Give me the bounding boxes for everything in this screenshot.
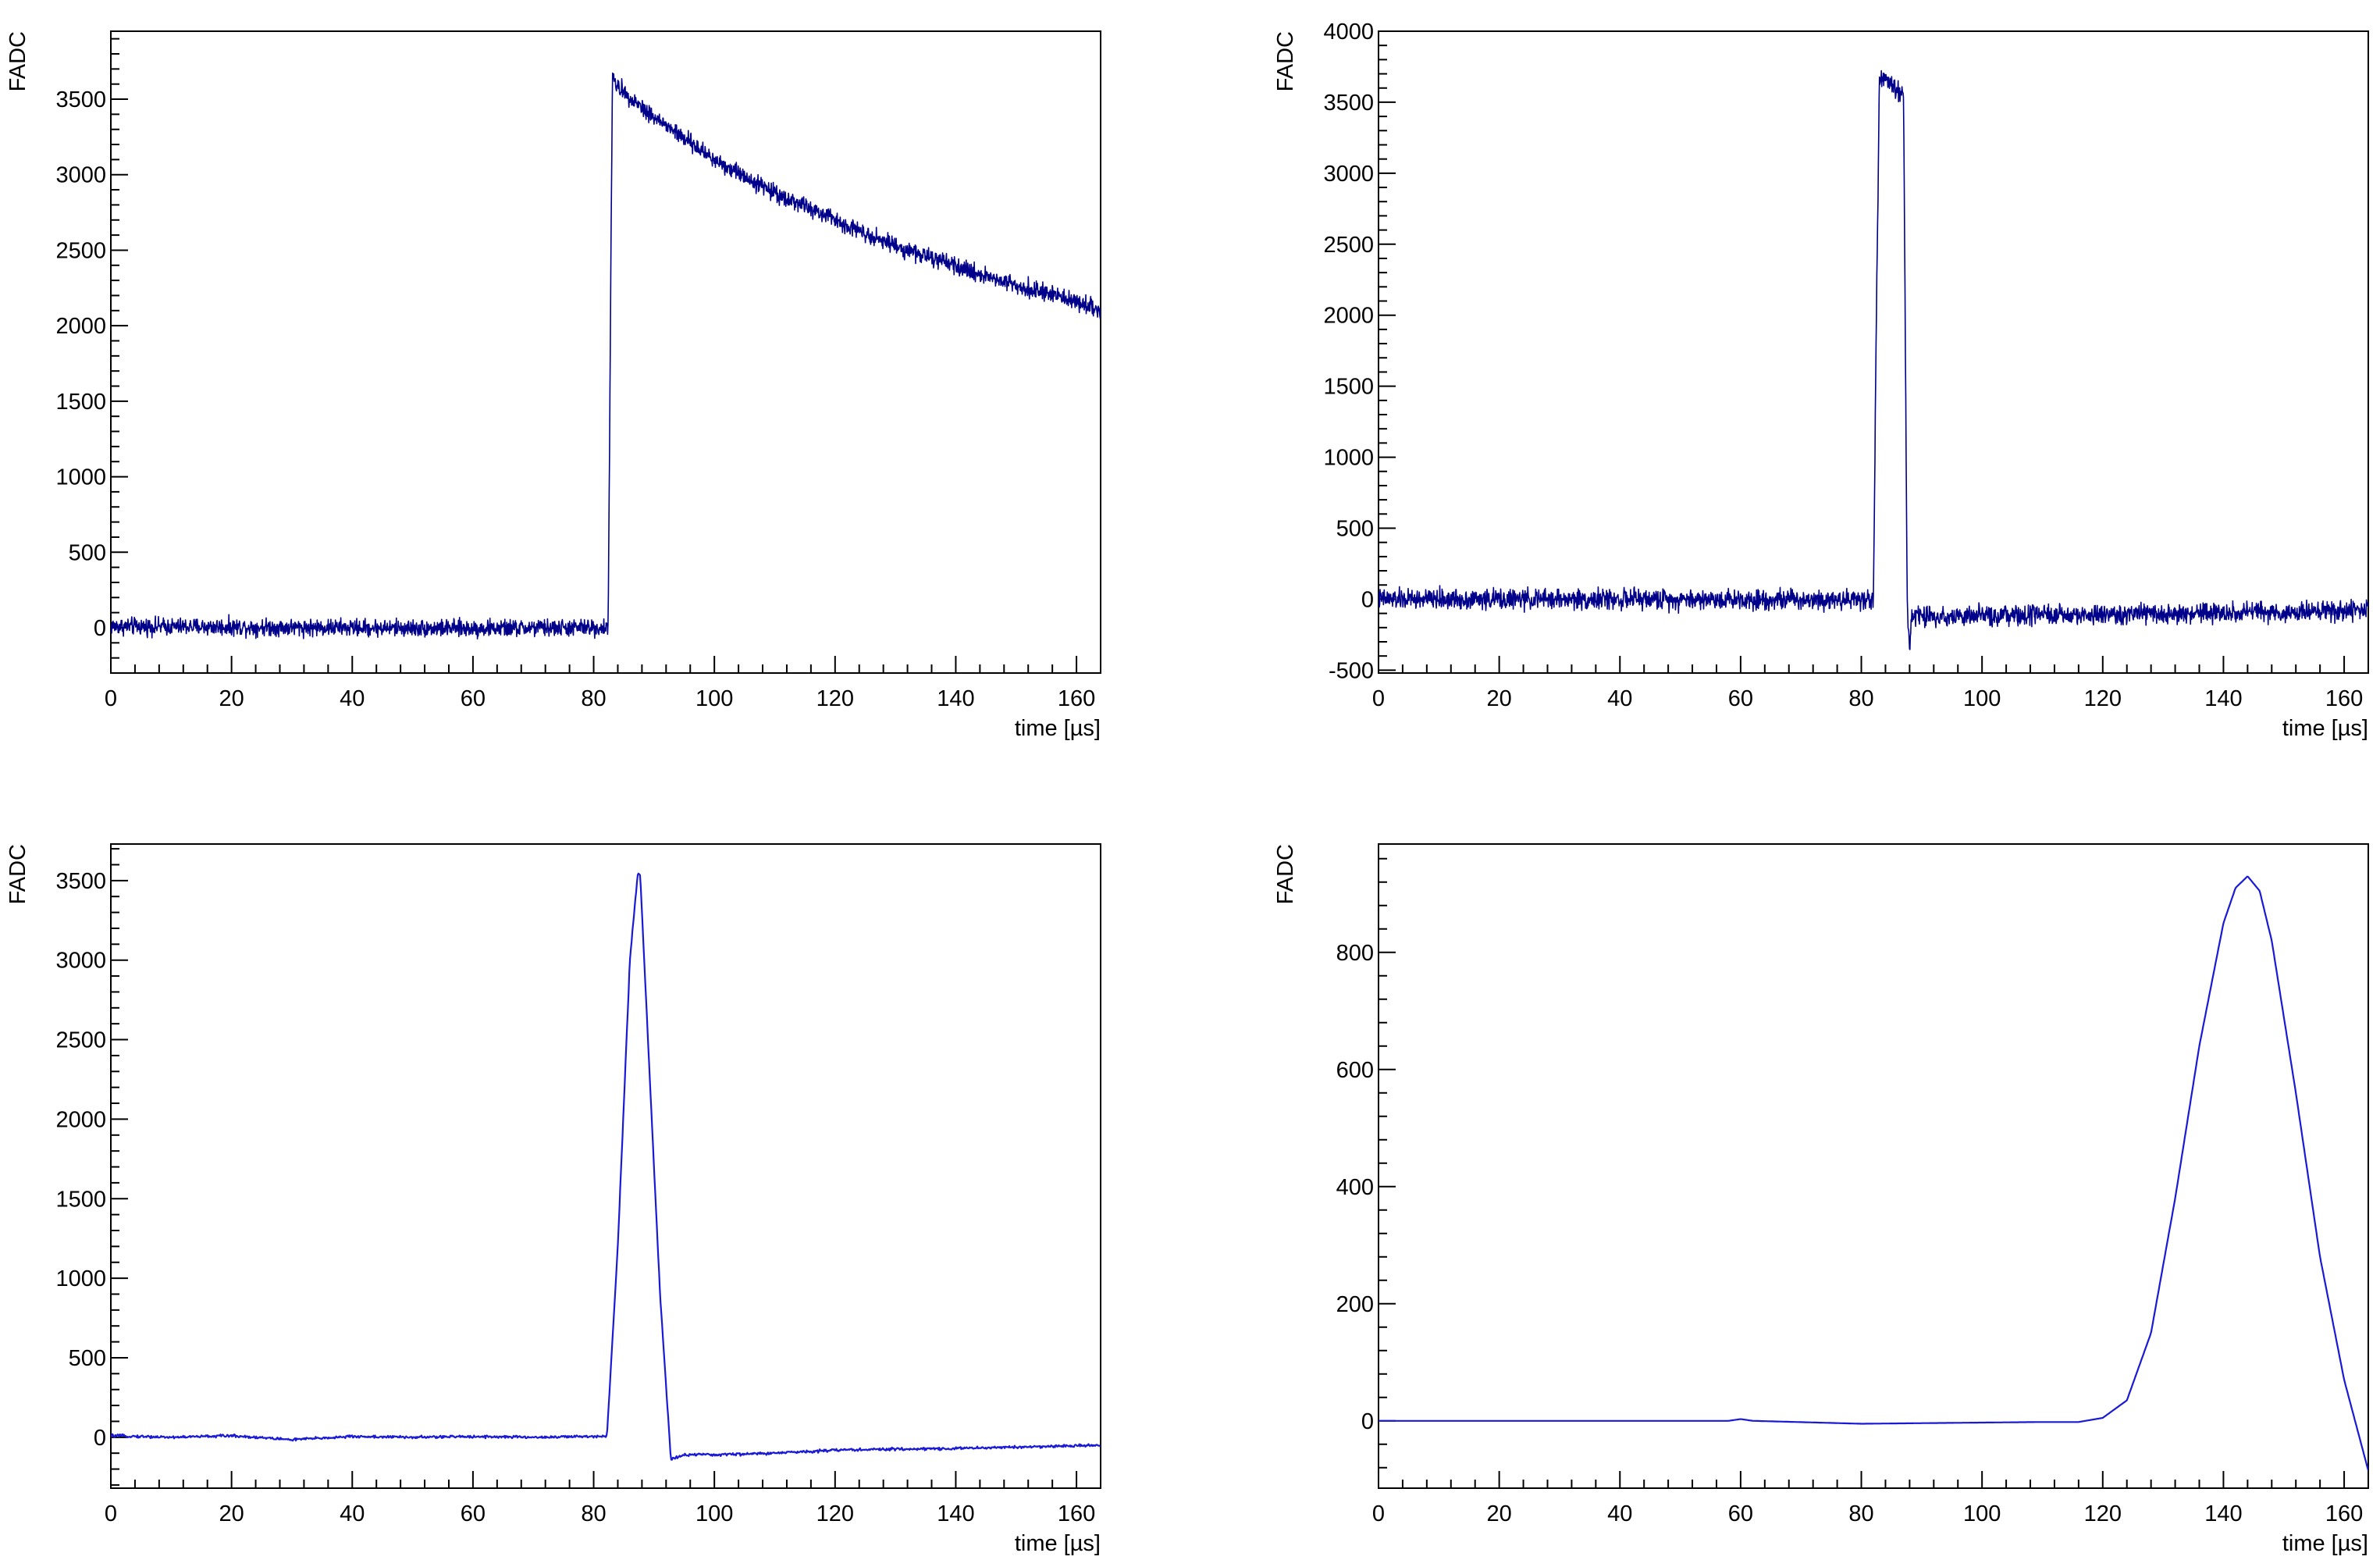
x-tick-label: 40 (1607, 1501, 1632, 1526)
series-line (1379, 69, 2368, 650)
chart-panel-top-left: 0 20 40 60 80 100 120 140 160 0 500 1000 1500 2000 250… (5, 30, 1101, 741)
x-tick-label: 80 (1848, 686, 1873, 711)
x-tick-label: 60 (1728, 1501, 1753, 1526)
x-tick-label: 80 (1848, 1501, 1873, 1526)
x-axis-title: time [µs] (2282, 716, 2368, 741)
y-tick-label: 3000 (55, 949, 106, 974)
x-axis-title: time [µs] (2282, 1531, 2368, 1556)
y-tick-label: 800 (1336, 941, 1374, 966)
plot-frame (110, 843, 1101, 1489)
y-tick-label: 1500 (55, 390, 106, 415)
y-tick-label: 2000 (55, 1107, 106, 1132)
x-axis-title: time [µs] (1015, 716, 1101, 741)
x-tick-label: 160 (2325, 686, 2363, 711)
y-tick-label: 0 (94, 1426, 106, 1451)
y-tick-label: 3500 (55, 87, 106, 112)
y-tick-label: 500 (69, 1346, 106, 1371)
x-tick-label: 0 (105, 686, 117, 711)
y-tick-label: 1000 (1323, 446, 1374, 471)
y-axis-title: FADC (1273, 31, 1298, 91)
y-axis-title: FADC (1273, 844, 1298, 904)
x-tick-label: 40 (340, 686, 365, 711)
chart-panel-top-right: 0 20 40 60 80 100 120 140 160 -500 0 500 1000 1500 200… (1273, 20, 2369, 741)
x-tick-label: 40 (1607, 686, 1632, 711)
x-tick-label: 140 (937, 686, 974, 711)
series-line (1379, 875, 2368, 1471)
y-tick-label: 500 (1336, 517, 1374, 542)
plot-frame (1378, 843, 2369, 1489)
y-tick-label: 1500 (55, 1187, 106, 1212)
chart-panel-bottom-right: 0 20 40 60 80 100 120 140 160 0 200 400 600 800 time [… (1273, 843, 2369, 1556)
y-tick-label: 4000 (1323, 20, 1374, 45)
y-tick-label: 1000 (55, 465, 106, 490)
x-tick-label: 0 (1372, 1501, 1385, 1526)
y-tick-label: 2000 (55, 314, 106, 339)
y-axis-title: FADC (5, 31, 30, 91)
x-tick-label: 120 (2084, 1501, 2122, 1526)
y-tick-label: 0 (1361, 587, 1374, 612)
series-line (111, 872, 1101, 1461)
y-tick-label: 2500 (1323, 233, 1374, 258)
y-tick-label: 400 (1336, 1175, 1374, 1200)
y-tick-label: 2500 (55, 1028, 106, 1053)
x-tick-label: 80 (581, 686, 606, 711)
x-tick-label: 60 (461, 686, 486, 711)
x-tick-label: 120 (816, 686, 854, 711)
y-tick-label: 2500 (55, 238, 106, 263)
x-tick-label: 100 (1963, 1501, 2001, 1526)
x-tick-label: 0 (105, 1501, 117, 1526)
x-tick-label: 20 (219, 1501, 244, 1526)
series-line (111, 72, 1101, 640)
y-tick-label: 1500 (1323, 375, 1374, 400)
x-tick-label: 100 (1963, 686, 2001, 711)
x-tick-label: 120 (2084, 686, 2122, 711)
x-tick-label: 0 (1372, 686, 1385, 711)
x-tick-label: 160 (1058, 1501, 1095, 1526)
y-tick-label: 500 (69, 540, 106, 565)
x-tick-label: 100 (696, 1501, 733, 1526)
x-tick-label: 60 (461, 1501, 486, 1526)
x-tick-label: 40 (340, 1501, 365, 1526)
plot-frame (1378, 30, 2369, 674)
y-tick-label: 1000 (55, 1266, 106, 1291)
x-tick-label: 20 (1487, 1501, 1512, 1526)
x-tick-label: 20 (219, 686, 244, 711)
x-tick-label: 140 (937, 1501, 974, 1526)
x-tick-label: 20 (1487, 686, 1512, 711)
y-tick-label: 0 (1361, 1409, 1374, 1434)
x-tick-label: 160 (1058, 686, 1095, 711)
y-tick-label: 3500 (55, 869, 106, 894)
x-tick-label: 160 (2325, 1501, 2363, 1526)
y-tick-label: 200 (1336, 1292, 1374, 1317)
plot-frame (110, 30, 1101, 674)
y-tick-label: -500 (1329, 658, 1374, 683)
y-tick-label: 0 (94, 616, 106, 641)
x-tick-label: 120 (816, 1501, 854, 1526)
x-tick-label: 100 (696, 686, 733, 711)
y-tick-label: 3500 (1323, 91, 1374, 116)
y-tick-label: 600 (1336, 1058, 1374, 1083)
y-tick-label: 3000 (1323, 162, 1374, 187)
y-tick-label: 2000 (1323, 304, 1374, 329)
y-axis-title: FADC (5, 844, 30, 904)
chart-panel-bottom-left: 0 20 40 60 80 100 120 140 160 0 500 1000 1500 2000 250… (5, 843, 1101, 1556)
x-axis-title: time [µs] (1015, 1531, 1101, 1556)
y-tick-label: 3000 (55, 163, 106, 188)
x-tick-label: 140 (2204, 686, 2242, 711)
x-tick-label: 60 (1728, 686, 1753, 711)
x-tick-label: 140 (2204, 1501, 2242, 1526)
x-tick-label: 80 (581, 1501, 606, 1526)
